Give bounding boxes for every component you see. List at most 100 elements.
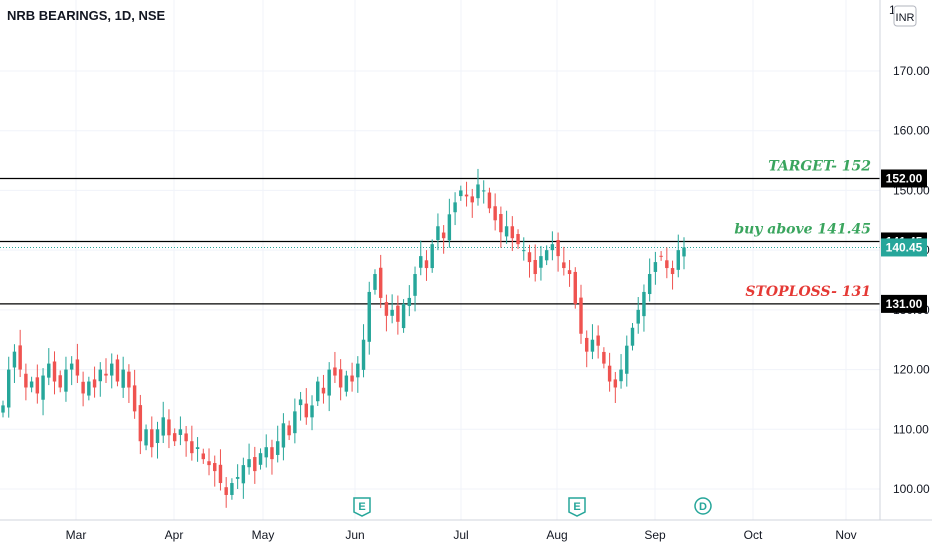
candle-body (230, 483, 234, 495)
candle-body (481, 190, 486, 192)
marker-letter: D (699, 501, 707, 513)
candle-body (642, 291, 646, 317)
candle-body (550, 244, 555, 251)
candle-body (493, 206, 497, 221)
candle-body (562, 262, 566, 269)
candle-body (539, 256, 543, 268)
candle-body (275, 441, 280, 455)
candle-body (504, 226, 509, 237)
candle-body (361, 339, 366, 370)
level-badge-stoploss (881, 294, 927, 313)
candle-body (172, 433, 177, 442)
candle-body (207, 461, 211, 466)
candle-body (201, 453, 206, 460)
candle-body (178, 429, 183, 435)
candle-body (338, 369, 343, 388)
candle-body (579, 297, 583, 334)
candle-body (321, 387, 326, 394)
candle-body (544, 250, 549, 261)
candle-body (115, 359, 120, 382)
candle-body (98, 369, 103, 382)
candle-body (653, 262, 658, 272)
candle-body (665, 260, 669, 269)
marker-letter: E (358, 501, 365, 513)
y-tick-label: 100.00 (893, 482, 930, 496)
candle-body (241, 465, 246, 484)
candle-body (12, 351, 17, 368)
candle-body (104, 373, 108, 376)
candle-body (47, 363, 51, 378)
candle-body (401, 303, 406, 329)
annotation-buy: buy above 141.45 (734, 221, 871, 237)
last-price-label: 140.45 (886, 240, 923, 254)
x-tick-label: Oct (744, 528, 763, 542)
candle-body (64, 369, 68, 392)
candle-body (636, 309, 640, 324)
candle-body (287, 425, 291, 436)
candle-body (52, 361, 57, 382)
candle-body (430, 244, 434, 269)
currency-badge[interactable]: INR (893, 5, 917, 27)
marker-letter: E (573, 501, 580, 513)
candle-body (258, 453, 263, 465)
y-tick-label: 170.00 (893, 64, 930, 78)
earnings-marker-icon[interactable]: E (568, 497, 586, 517)
candle-body (476, 184, 480, 199)
candle-body (81, 381, 85, 394)
candle-body (327, 369, 331, 396)
candle-body (132, 385, 137, 412)
candle-body (487, 192, 492, 209)
candle-body (373, 274, 377, 290)
candle-body (24, 373, 28, 388)
candle-body (69, 363, 74, 370)
candle-body (459, 190, 463, 197)
candle-body (499, 214, 503, 233)
candle-body (419, 256, 423, 268)
dividend-marker-icon[interactable]: D (694, 497, 712, 515)
y-tick-label: 120.00 (893, 363, 930, 377)
candle-body (1, 405, 5, 413)
candle-body (527, 252, 532, 263)
candle-body (298, 399, 303, 406)
candle-body (516, 234, 520, 245)
candle-body (150, 429, 154, 448)
earnings-marker-icon[interactable]: E (353, 497, 371, 517)
y-tick-label: 110.00 (893, 422, 929, 436)
candle-body (235, 477, 240, 479)
candle-body (87, 381, 91, 396)
candle-body (247, 459, 251, 468)
candle-body (7, 369, 11, 408)
last-price-badge (881, 238, 927, 257)
candle-body (424, 260, 429, 269)
candle-body (213, 463, 217, 472)
candle-body (310, 405, 314, 418)
candle-body (676, 250, 680, 270)
x-tick-label: Jun (345, 528, 364, 542)
marker-shape (568, 497, 586, 517)
candle-body (647, 274, 652, 295)
candle-body (155, 429, 160, 444)
candle-body (367, 291, 371, 342)
candle-body (270, 447, 274, 460)
x-tick-label: Apr (165, 528, 184, 542)
candle-body (35, 377, 40, 394)
candle-body (333, 367, 337, 376)
candle-body (350, 375, 354, 382)
candle-body (190, 441, 194, 454)
annotation-target: TARGET- 152 (768, 158, 871, 174)
candle-body (413, 274, 417, 296)
candle-body (596, 335, 600, 346)
candle-body (224, 487, 228, 495)
candle-body (682, 247, 686, 257)
candle-body (344, 375, 349, 392)
candle-body (396, 305, 400, 322)
candle-body (613, 379, 618, 388)
candles (1, 168, 686, 508)
candle-body (573, 271, 577, 304)
candle-body (41, 375, 45, 400)
candle-body (167, 419, 171, 436)
